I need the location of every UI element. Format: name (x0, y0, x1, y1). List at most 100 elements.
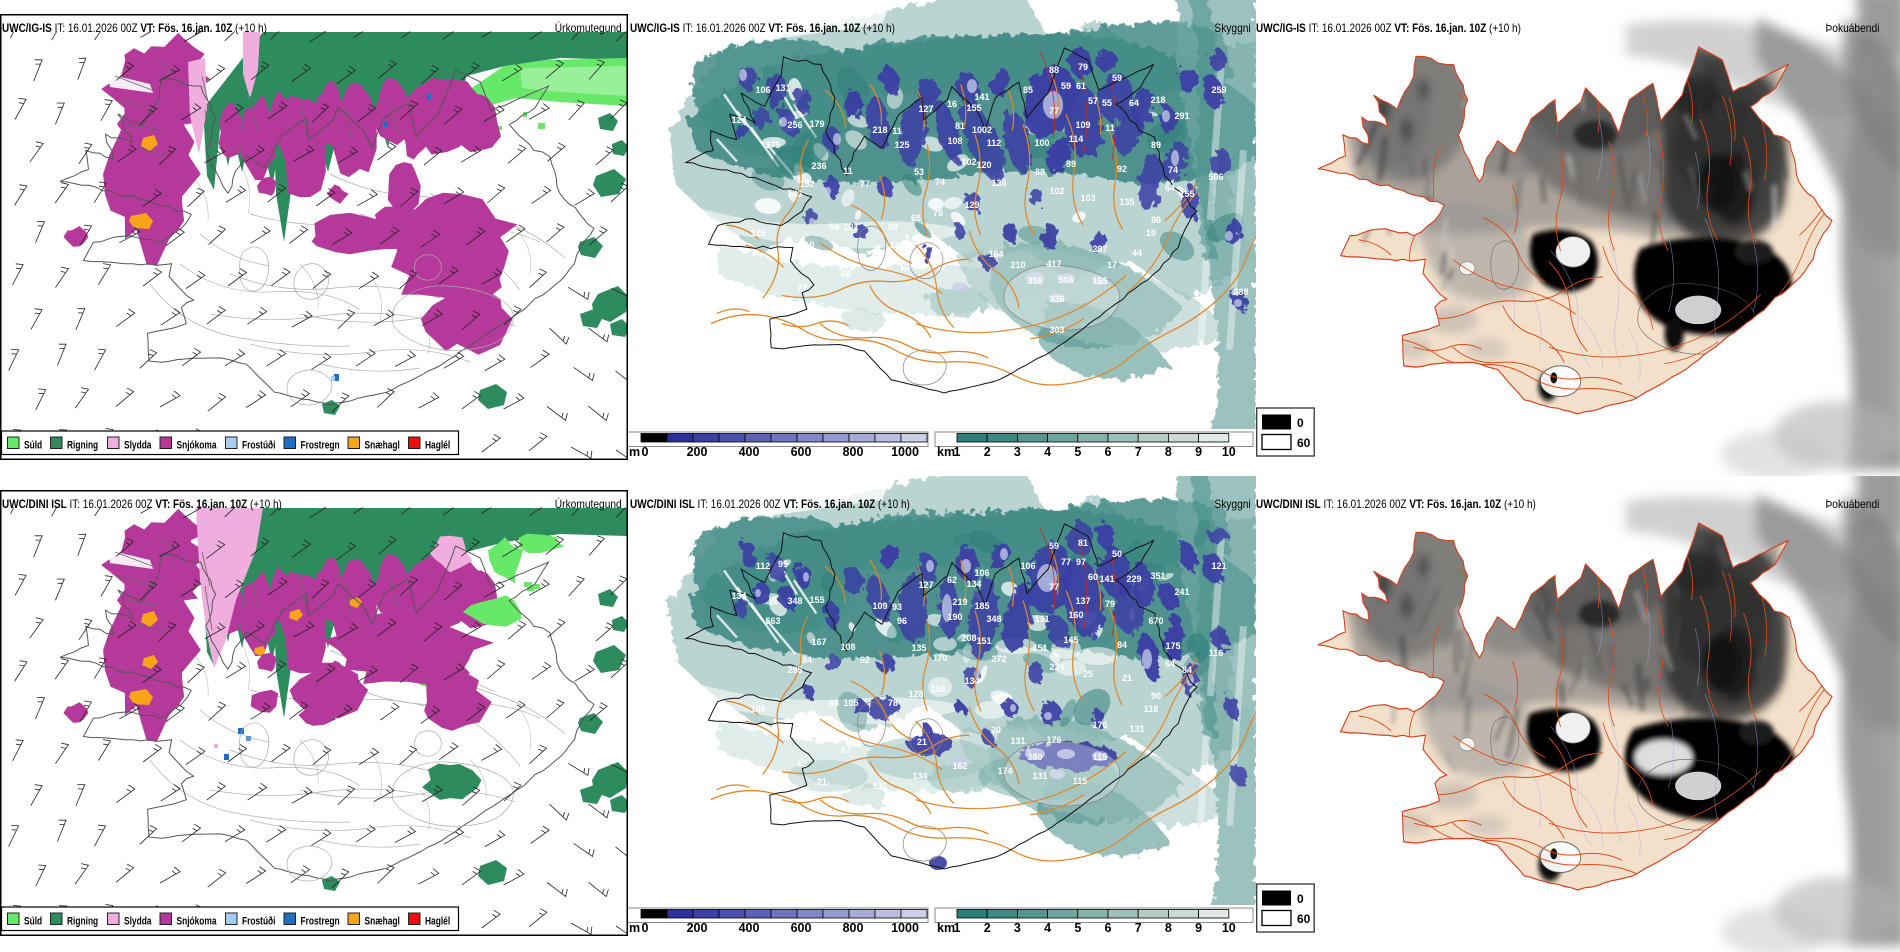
svg-text:62: 62 (797, 759, 807, 769)
svg-text:297: 297 (1092, 244, 1107, 254)
svg-text:81: 81 (955, 121, 965, 131)
svg-text:118: 118 (1144, 704, 1159, 714)
svg-text:179: 179 (809, 119, 824, 129)
svg-text:61: 61 (1076, 81, 1086, 91)
svg-text:10: 10 (1222, 921, 1236, 935)
svg-text:291: 291 (1174, 111, 1189, 121)
svg-text:219: 219 (952, 597, 967, 607)
svg-text:103: 103 (1080, 193, 1095, 203)
svg-text:256: 256 (787, 120, 802, 130)
svg-text:5: 5 (1074, 445, 1081, 459)
svg-text:563: 563 (765, 616, 780, 626)
svg-text:73: 73 (889, 240, 899, 250)
svg-text:2: 2 (984, 921, 991, 935)
svg-text:97: 97 (1076, 557, 1086, 567)
svg-text:98: 98 (698, 241, 708, 251)
svg-text:131: 131 (1034, 614, 1049, 624)
svg-text:127: 127 (918, 104, 933, 114)
svg-text:208: 208 (961, 633, 976, 643)
svg-text:Snjókoma: Snjókoma (177, 439, 217, 452)
svg-text:96: 96 (897, 616, 907, 626)
svg-text:506: 506 (1058, 275, 1073, 285)
svg-text:16: 16 (947, 99, 957, 109)
svg-text:Súld: Súld (24, 439, 42, 452)
svg-text:1000: 1000 (891, 445, 919, 459)
svg-text:10: 10 (1222, 445, 1236, 459)
svg-text:275: 275 (765, 140, 780, 150)
svg-text:400: 400 (739, 921, 760, 935)
svg-text:64: 64 (1129, 98, 1139, 108)
svg-text:131: 131 (775, 83, 790, 93)
svg-text:6: 6 (1105, 445, 1112, 459)
svg-text:53: 53 (914, 167, 924, 177)
svg-text:90: 90 (1151, 691, 1161, 701)
svg-text:90: 90 (888, 222, 898, 232)
svg-text:81: 81 (1078, 538, 1088, 548)
svg-text:185: 185 (974, 601, 989, 611)
svg-text:59: 59 (1112, 73, 1122, 83)
svg-text:351: 351 (1150, 571, 1165, 581)
svg-text:9: 9 (1195, 921, 1202, 935)
svg-text:88: 88 (1035, 167, 1045, 177)
svg-text:Snæhagl: Snæhagl (365, 915, 401, 928)
svg-text:164: 164 (988, 249, 1003, 259)
svg-text:64: 64 (1165, 183, 1175, 193)
svg-text:100: 100 (1034, 138, 1049, 148)
svg-text:88: 88 (1049, 65, 1059, 75)
svg-text:380: 380 (1027, 752, 1042, 762)
svg-text:Slydda: Slydda (124, 915, 152, 928)
svg-text:Frostúði: Frostúði (242, 914, 276, 928)
svg-text:171: 171 (937, 244, 952, 254)
svg-text:Rigning: Rigning (67, 915, 98, 928)
svg-text:506: 506 (1208, 172, 1223, 182)
svg-text:16: 16 (800, 310, 810, 320)
svg-text:68: 68 (829, 698, 839, 708)
svg-text:Súld: Súld (24, 915, 42, 928)
svg-text:400: 400 (739, 445, 760, 459)
svg-text:77: 77 (1049, 106, 1059, 116)
svg-text:94: 94 (698, 717, 708, 727)
svg-text:152: 152 (724, 233, 739, 243)
svg-text:101: 101 (843, 222, 858, 232)
svg-text:84: 84 (1182, 665, 1192, 675)
svg-text:176: 176 (1092, 720, 1107, 730)
svg-text:0: 0 (1297, 892, 1304, 906)
svg-text:79: 79 (1078, 62, 1088, 72)
svg-text:59: 59 (1049, 541, 1059, 551)
svg-text:155: 155 (1179, 189, 1194, 199)
svg-text:0: 0 (642, 921, 649, 935)
svg-text:170: 170 (932, 653, 947, 663)
svg-text:134: 134 (966, 579, 981, 589)
svg-text:17: 17 (1107, 260, 1117, 270)
svg-text:358: 358 (1027, 276, 1042, 286)
svg-text:192: 192 (799, 179, 814, 189)
svg-text:105: 105 (843, 698, 858, 708)
svg-text:54: 54 (829, 222, 839, 232)
svg-text:141: 141 (974, 92, 989, 102)
svg-text:109: 109 (872, 601, 887, 611)
svg-text:Haglél: Haglél (425, 439, 450, 452)
svg-text:75: 75 (933, 208, 943, 218)
svg-text:224: 224 (1049, 662, 1064, 672)
svg-text:Frostregn: Frostregn (301, 915, 340, 928)
svg-text:4: 4 (1044, 445, 1051, 459)
svg-text:64: 64 (1165, 659, 1175, 669)
svg-text:0: 0 (642, 445, 649, 459)
svg-text:89: 89 (1066, 159, 1076, 169)
svg-text:800: 800 (843, 921, 864, 935)
svg-text:7: 7 (819, 301, 824, 311)
svg-text:141: 141 (1099, 574, 1114, 584)
svg-text:106: 106 (755, 85, 770, 95)
svg-text:1000: 1000 (891, 921, 919, 935)
svg-text:600: 600 (791, 445, 812, 459)
svg-text:135: 135 (1119, 197, 1134, 207)
svg-text:36: 36 (800, 786, 810, 796)
svg-text:417: 417 (1046, 259, 1061, 269)
svg-text:57: 57 (841, 745, 851, 755)
svg-text:7: 7 (1135, 921, 1142, 935)
svg-text:124: 124 (731, 115, 746, 125)
svg-text:93: 93 (892, 602, 902, 612)
svg-text:131: 131 (1032, 771, 1047, 781)
svg-text:20: 20 (991, 725, 1001, 735)
svg-text:Snæhagl: Snæhagl (365, 439, 401, 452)
